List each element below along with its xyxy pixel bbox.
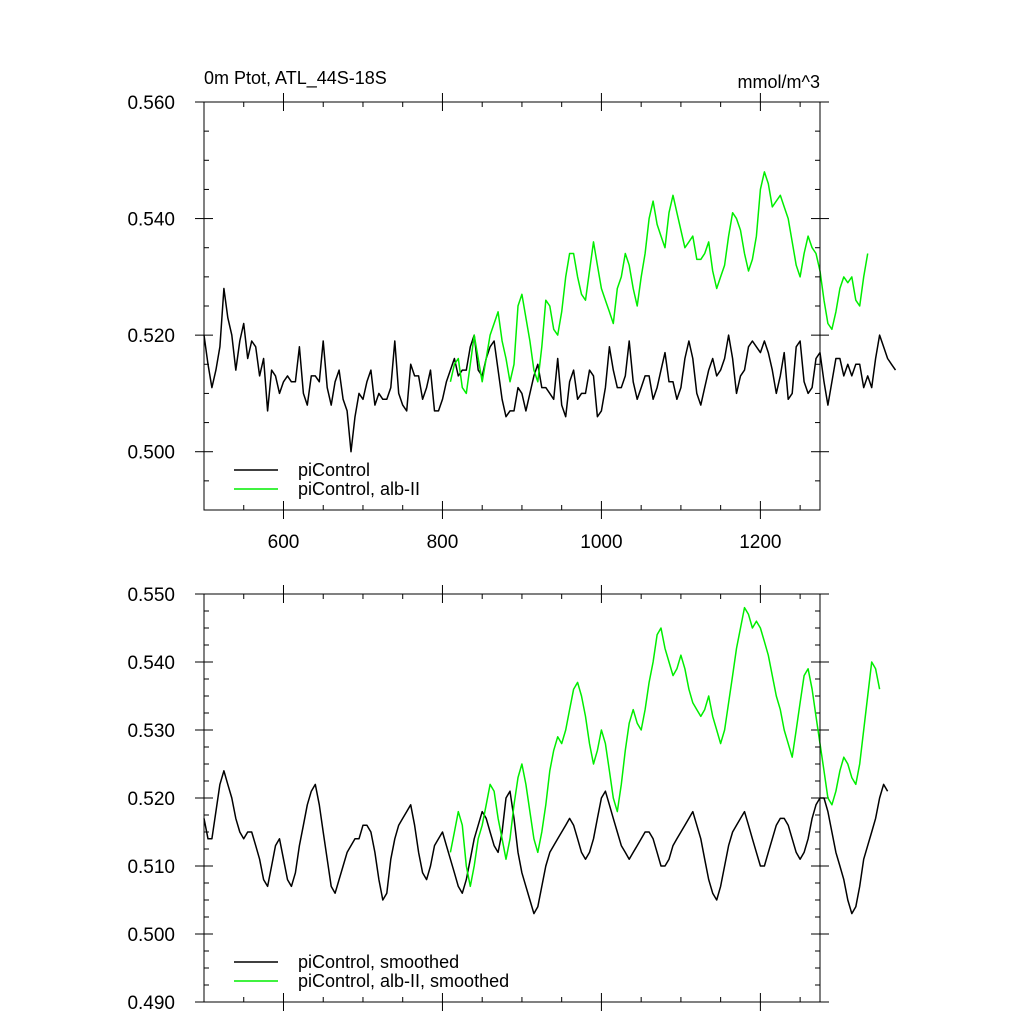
legend-label: piControl, alb-II, smoothed [298,971,509,991]
y-tick-label: 0.500 [127,925,175,946]
units-label: mmol/m^3 [738,72,820,92]
series-line-picontrol [203,770,889,915]
legend-label: piControl, alb-II [298,479,420,499]
y-tick-label: 0.520 [127,789,175,810]
y-tick-label: 0.540 [127,653,175,674]
y-tick-label: 0.520 [127,326,175,347]
x-tick-label: 800 [427,532,459,553]
top-series-group [203,171,897,453]
x-tick-label: 1000 [580,532,622,553]
top-axes: 600 800 1000 1200 0.500 0.520 0.540 0.560 [127,93,829,553]
y-tick-label: 0.510 [127,857,175,878]
y-tick-label: 0.560 [127,93,175,114]
x-tick-label: 1200 [739,532,781,553]
y-tick-label: 0.550 [127,585,175,606]
x-tick-label: 600 [268,532,300,553]
y-tick-label: 0.490 [127,993,175,1014]
series-line-picontrol [203,287,897,453]
bottom-plot-frame [203,593,821,1003]
bottom-panel: 0.490 0.500 0.510 0.520 0.530 0.540 0.550 piCo… [127,585,889,1014]
top-panel: 0m Ptot, ATL_44S-18S mmol/m^3 600 800 1000… [127,68,897,553]
legend-label: piControl, smoothed [298,952,459,972]
bottom-series-group [203,606,889,915]
series-line-picontrol-alb-ii [449,171,869,395]
chart-title: 0m Ptot, ATL_44S-18S [204,68,387,89]
y-tick-label: 0.540 [127,210,175,231]
top-plot-frame [203,101,821,511]
series-line-picontrol-alb-ii [449,606,881,888]
legend-label: piControl [298,460,370,480]
y-tick-label: 0.530 [127,721,175,742]
bottom-axes: 0.490 0.500 0.510 0.520 0.530 0.540 0.550 [127,585,829,1014]
y-tick-label: 0.500 [127,443,175,464]
